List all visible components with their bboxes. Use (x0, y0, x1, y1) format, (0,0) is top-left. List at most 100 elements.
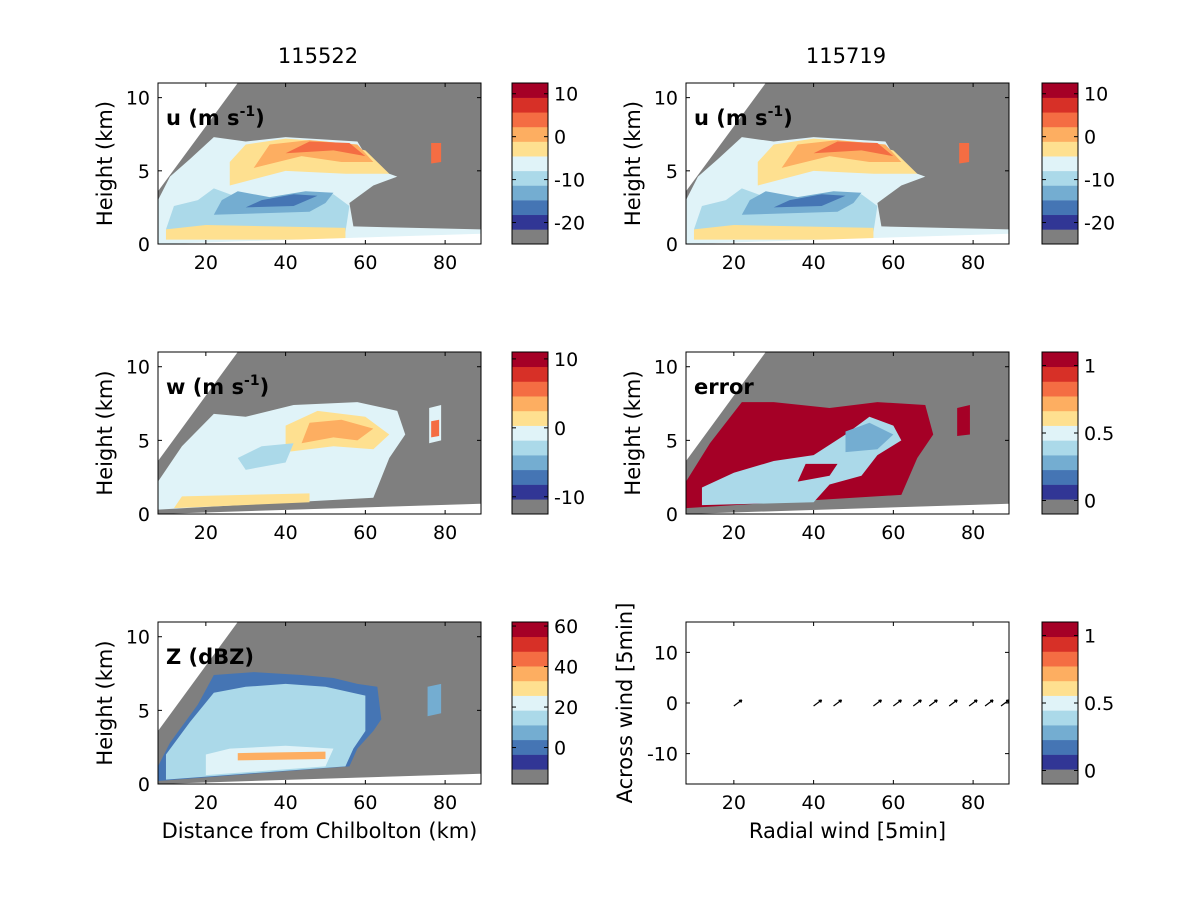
colorbar-band-6 (512, 410, 548, 426)
colorbar-label-1: 0.5 (1084, 693, 1114, 715)
ylabel-wind-vectors: Across wind [5min] (613, 603, 637, 804)
colorbar-band-0 (1042, 769, 1078, 785)
xtick-label-1: 40 (274, 792, 298, 814)
colorbar-band-7 (512, 666, 548, 682)
colorbar-band-3 (1042, 455, 1078, 471)
colorbar-band-8 (1042, 651, 1078, 667)
ylabel-error-115719: Height (km) (621, 370, 645, 495)
colorbar-band-10 (1042, 83, 1078, 98)
colorbar-label-2: 20 (554, 697, 578, 719)
panel-label-main: error (694, 375, 754, 399)
colorbar-band-3 (1042, 185, 1078, 201)
field-Z-115522-cell (427, 683, 442, 717)
panel-label-sup: -1 (244, 373, 260, 389)
colorbar-band-2 (512, 469, 548, 485)
field-w-115522-no-data-top (158, 352, 238, 461)
wind-vector-0 (733, 699, 743, 707)
colorbar-band-9 (1042, 366, 1078, 382)
field-u-115522-blob-red (285, 141, 366, 157)
colorbar-band-4 (512, 170, 548, 186)
field-error-115719-blob-spot (797, 463, 838, 482)
xtick-label-1: 40 (802, 792, 826, 814)
colorbar-band-6 (1042, 141, 1078, 157)
colorbar-label-1: 0.5 (1084, 423, 1114, 445)
colorbar-band-5 (1042, 695, 1078, 711)
plot-bg-wind-vectors (686, 622, 1009, 784)
colorbar-band-9 (1042, 97, 1078, 113)
field-w-115522-blob-low (173, 493, 310, 509)
colorbar-w-115522: 10 0 -10 (511, 349, 585, 515)
panel-w-115522: 20 40 60 80 0 5 10 Height (km) w (m s-1) 10 0 -10 (93, 349, 585, 544)
colorbar-wind-vectors: 10.50 (1041, 621, 1114, 785)
ytick-label-0: 0 (138, 504, 150, 526)
panel-label-end: ) (260, 375, 270, 399)
colorbar-band-8 (1042, 381, 1078, 397)
ytick-label-0: -10 (647, 744, 678, 766)
field-u-115522-blob-cell (431, 143, 442, 164)
field-Z-115522-no-data-ground (158, 773, 481, 784)
colorbar-band-10 (512, 83, 548, 98)
colorbar-label-2: -10 (1084, 170, 1115, 192)
colorbar-band-6 (1042, 410, 1078, 426)
colorbar-label-1: 0 (554, 127, 566, 149)
ytick-label-2: 10 (126, 357, 150, 379)
xtick-label-2: 60 (353, 792, 377, 814)
panel-label-end: ) (783, 106, 793, 130)
colorbar-band-5 (1042, 156, 1078, 172)
panel-label-end: ) (255, 106, 265, 130)
colorbar-label-0: 10 (554, 349, 578, 371)
colorbar-band-9 (512, 636, 548, 652)
colorbar-frame (1041, 82, 1079, 245)
colorbar-band-4 (1042, 710, 1078, 726)
colorbar-band-6 (1042, 680, 1078, 696)
xlabel-Z-115522: Distance from Chilbolton (km) (162, 819, 478, 843)
field-u-115719-no-data-ground (686, 233, 1009, 244)
wind-vector-4 (892, 699, 902, 707)
colorbar-band-7 (512, 396, 548, 412)
colorbar-band-9 (512, 97, 548, 113)
colorbar-band-2 (1042, 739, 1078, 755)
field-error-115719-blob-mid (845, 422, 894, 453)
colorbar-band-2 (512, 200, 548, 216)
field-Z-115522-no-data-top (158, 622, 238, 731)
field-u-115719-no-data-top (686, 83, 766, 192)
ytick-label-0: 0 (138, 234, 150, 256)
colorbar-band-8 (512, 112, 548, 128)
field-w-115522-blob-orange (301, 419, 374, 444)
colorbar-frame (511, 351, 549, 515)
colorbar-label-0: 60 (554, 616, 578, 638)
xtick-label-2: 60 (353, 252, 377, 274)
wind-vector-9 (984, 699, 994, 707)
ytick-label-1: 5 (138, 430, 150, 452)
colorbar-band-4 (512, 710, 548, 726)
ytick-label-0: 0 (666, 504, 678, 526)
panel-label-main: Z (dBZ) (166, 645, 254, 669)
colorbar-label-2: -10 (554, 487, 585, 509)
ytick-label-0: 0 (666, 234, 678, 256)
panel-label-u-115719: u (m s-1) (694, 104, 793, 130)
field-u-115719-blob-low (693, 224, 874, 240)
axes-frame-error-115719 (685, 351, 1010, 515)
panel-label-w-115522: w (m s-1) (166, 373, 269, 399)
panel-Z-115522: 20 40 60 80 0 5 10 Height (km) Distance from Chi… (93, 616, 578, 843)
axes-frame-u-115719 (685, 82, 1010, 245)
colorbar-band-7 (1042, 126, 1078, 142)
xtick-label-2: 60 (353, 522, 377, 544)
field-error-115719-cell (957, 405, 970, 436)
field-w-115522-blob-blue (237, 443, 294, 470)
panel-label-Z-115522: Z (dBZ) (166, 645, 254, 669)
colorbar-band-4 (1042, 170, 1078, 186)
colorbar-band-10 (512, 622, 548, 638)
xtick-label-3: 80 (433, 522, 457, 544)
colorbar-label-0: 10 (1084, 84, 1108, 106)
xtick-label-0: 20 (722, 252, 746, 274)
colorbar-band-0 (512, 229, 548, 245)
colorbar-band-8 (512, 651, 548, 667)
colorbar-label-3: -20 (554, 213, 585, 235)
xtick-label-0: 20 (722, 522, 746, 544)
colorbar-band-7 (1042, 666, 1078, 682)
ytick-label-1: 5 (138, 161, 150, 183)
wind-vector-7 (948, 699, 958, 707)
colorbar-band-5 (1042, 425, 1078, 441)
